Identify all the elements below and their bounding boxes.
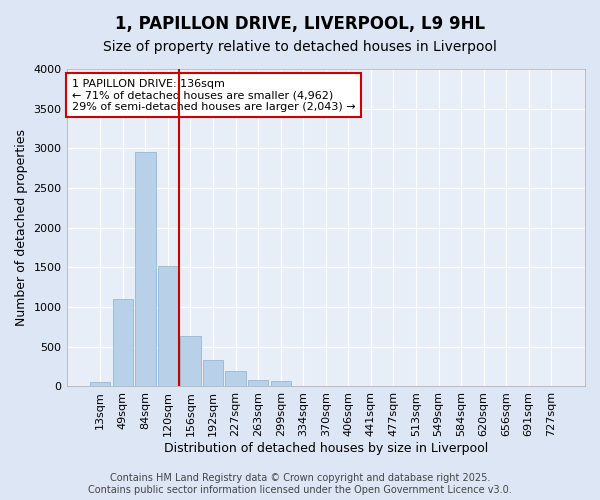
X-axis label: Distribution of detached houses by size in Liverpool: Distribution of detached houses by size … [164, 442, 488, 455]
Text: Contains HM Land Registry data © Crown copyright and database right 2025.
Contai: Contains HM Land Registry data © Crown c… [88, 474, 512, 495]
Bar [90, 382, 110, 386]
Text: Size of property relative to detached houses in Liverpool: Size of property relative to detached ho… [103, 40, 497, 54]
Bar [248, 380, 268, 386]
Y-axis label: Number of detached properties: Number of detached properties [15, 129, 28, 326]
Bar [271, 381, 291, 386]
Text: 1 PAPILLON DRIVE: 136sqm
← 71% of detached houses are smaller (4,962)
29% of sem: 1 PAPILLON DRIVE: 136sqm ← 71% of detach… [72, 78, 355, 112]
Bar [181, 336, 200, 386]
Bar [226, 370, 246, 386]
Text: 1, PAPILLON DRIVE, LIVERPOOL, L9 9HL: 1, PAPILLON DRIVE, LIVERPOOL, L9 9HL [115, 15, 485, 33]
Bar [203, 360, 223, 386]
Bar [135, 152, 155, 386]
Bar [113, 299, 133, 386]
Bar [158, 266, 178, 386]
